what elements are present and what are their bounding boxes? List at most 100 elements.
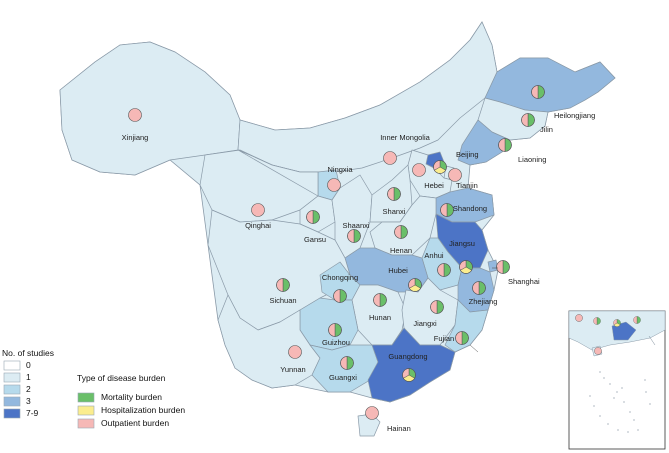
- pie-slice-outpatient: [448, 168, 462, 182]
- island-dot: [637, 429, 639, 431]
- studies-legend-swatch: [3, 360, 21, 371]
- pie-outline: [347, 229, 361, 243]
- province-label-jiangxi: Jiangxi: [413, 319, 437, 328]
- island-dot: [599, 415, 601, 417]
- province-henan: [369, 195, 437, 256]
- studies-legend: No. of studies 0 1 2 3 7-9: [2, 348, 54, 419]
- province-label-chongqing: Chongqing: [322, 273, 358, 282]
- pie-qinghai: [251, 203, 265, 217]
- pie-zhejiang: [472, 281, 486, 295]
- province-label-qinghai: Qinghai: [245, 221, 271, 230]
- pie-liaoning: [498, 138, 512, 152]
- province-label-zhejiang: Zhejiang: [469, 297, 498, 306]
- island-dot: [649, 403, 651, 405]
- pie-shandong: [440, 203, 454, 217]
- inset-pie: [593, 317, 601, 325]
- pie-outline: [521, 113, 535, 127]
- pie-chongqing: [333, 289, 347, 303]
- pie-slice-mortality: [502, 260, 510, 274]
- pie-outline: [440, 203, 454, 217]
- inset-pie: [613, 319, 621, 327]
- pie-beijing: [433, 160, 447, 174]
- pie-outline: [472, 281, 486, 295]
- pie-sichuan: [276, 278, 290, 292]
- island-dot: [607, 423, 609, 425]
- pie-inner-mongolia: [383, 151, 397, 165]
- island-dot: [645, 391, 647, 393]
- pie-outline: [455, 331, 469, 345]
- province-guangdong: [367, 327, 456, 403]
- pie-outline: [496, 260, 510, 274]
- pie-shanghai: [496, 260, 510, 274]
- province-label-liaoning: Liaoning: [518, 155, 546, 164]
- burden-legend-swatch: [77, 392, 95, 403]
- island-dot: [589, 395, 591, 397]
- pie-slice-outpatient: [613, 319, 618, 326]
- pie-guizhou: [328, 323, 342, 337]
- pie-outline: [340, 356, 354, 370]
- province-label-shandong: Shandong: [453, 204, 487, 213]
- island-dot: [616, 391, 618, 393]
- pie-outline: [333, 289, 347, 303]
- province-label-yunnan: Yunnan: [280, 365, 305, 374]
- pie-outline: [328, 323, 342, 337]
- province-label-sichuan: Sichuan: [269, 296, 296, 305]
- province-liaoning: [457, 119, 511, 166]
- studies-legend-label: 2: [26, 384, 31, 394]
- pie-outline: [408, 278, 422, 292]
- island-dot: [644, 379, 646, 381]
- pie-slice-mortality: [504, 138, 512, 152]
- province-label-heilongjiang: Heilongjiang: [554, 111, 595, 120]
- province-label-guizhou: Guizhou: [322, 338, 350, 347]
- studies-legend-swatch: [3, 408, 21, 419]
- pie-slice-outpatient: [288, 345, 302, 359]
- studies-legend-swatch: [3, 396, 21, 407]
- pie-guangxi: [340, 356, 354, 370]
- pie-jiangxi: [430, 300, 444, 314]
- pie-outline: [459, 260, 473, 274]
- burden-legend: Type of disease burden Mortality burden Ho…: [77, 373, 185, 429]
- island-dot: [613, 397, 615, 399]
- pie-outline: [387, 187, 401, 201]
- province-label-guangxi: Guangxi: [329, 373, 357, 382]
- pie-hubei: [408, 278, 422, 292]
- studies-legend-swatch: [3, 384, 21, 395]
- studies-legend-label: 7-9: [26, 408, 39, 418]
- inset-pie: [633, 316, 641, 324]
- studies-legend-label: 3: [26, 396, 31, 406]
- pie-slice-outpatient: [594, 347, 602, 355]
- island-dot: [627, 431, 629, 433]
- burden-pies: [128, 85, 545, 420]
- burden-legend-label: Outpatient burden: [101, 418, 169, 428]
- pie-slice-outpatient: [365, 406, 379, 420]
- province-label-gansu: Gansu: [304, 235, 326, 244]
- pie-outline: [430, 300, 444, 314]
- province-regions: [59, 21, 616, 437]
- burden-legend-label: Hospitalization burden: [101, 405, 185, 415]
- pie-slice-mortality: [596, 317, 601, 325]
- province-label-shaanxi: Shaanxi: [342, 221, 369, 230]
- province-label-tianjin: Tianjin: [456, 181, 478, 190]
- inset-boundary: [648, 335, 656, 346]
- province-label-hunan: Hunan: [369, 313, 391, 322]
- burden-legend-swatch: [77, 418, 95, 429]
- province-label-shanxi: Shanxi: [383, 207, 406, 216]
- province-label-hainan: Hainan: [387, 424, 411, 433]
- province-label-ningxia: Ningxia: [327, 165, 353, 174]
- pie-shanxi: [387, 187, 401, 201]
- province-label-fujian: Fujian: [434, 334, 454, 343]
- pie-henan: [394, 225, 408, 239]
- pie-xinjiang: [128, 108, 142, 122]
- pie-hunan: [373, 293, 387, 307]
- south-china-sea-inset: [568, 310, 666, 450]
- pie-slice-outpatient: [251, 203, 265, 217]
- island-dot: [617, 429, 619, 431]
- island-dot: [599, 371, 601, 373]
- pie-jilin: [521, 113, 535, 127]
- pie-outline: [394, 225, 408, 239]
- pie-outline: [402, 368, 416, 382]
- pie-outline: [373, 293, 387, 307]
- province-label-hubei: Hubei: [388, 266, 408, 275]
